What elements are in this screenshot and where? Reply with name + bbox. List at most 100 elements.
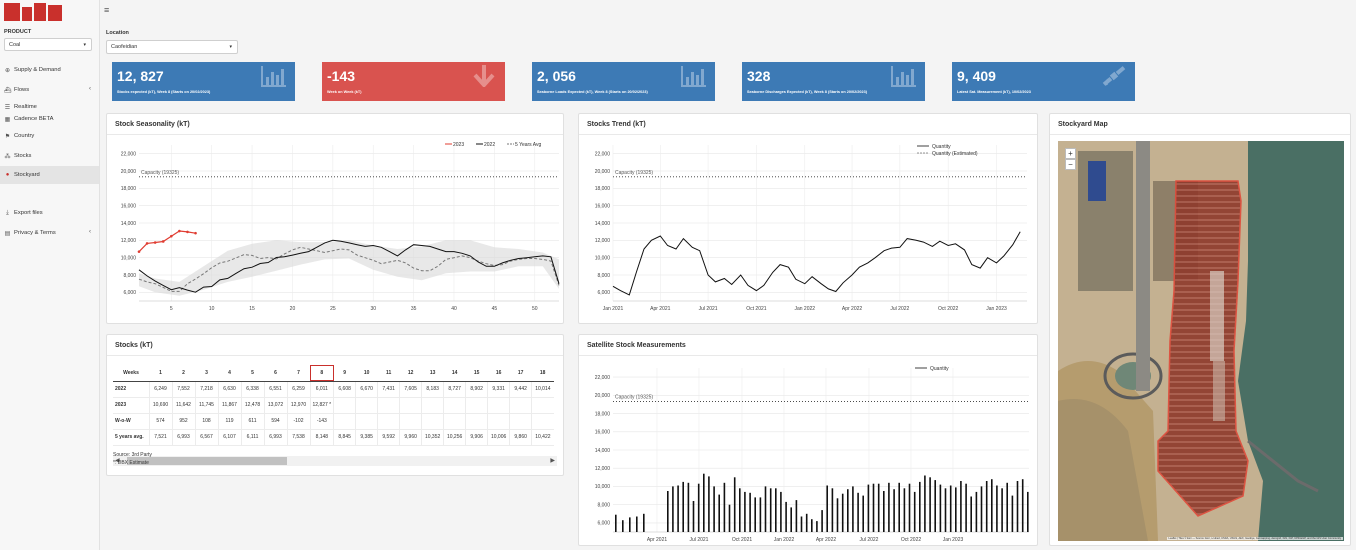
satellite-bar [672, 486, 674, 532]
series-2023-point [161, 240, 165, 243]
scroll-thumb[interactable] [127, 457, 287, 465]
week-column-header: 3 [195, 365, 218, 382]
nav-stockyard[interactable]: ● Stockyard [0, 166, 99, 184]
satellite-bar [795, 500, 798, 532]
table-cell [377, 413, 400, 430]
nav-label: Export files [14, 210, 43, 216]
satellite-bar [622, 520, 624, 532]
bar-chart-icon [261, 66, 286, 87]
nav-export-files[interactable]: ⤓ Export files [0, 204, 99, 222]
nav-realtime[interactable]: ☰ Realtime [0, 98, 99, 116]
satellite-bar [867, 484, 870, 532]
table-cell: 10,014 [531, 381, 554, 398]
kpi-value: 328 [747, 68, 771, 84]
satellite-bar [883, 491, 885, 532]
satellite-bar [924, 475, 926, 532]
stocks-table: Weeks 1 2 3 4 5 6 7 8 9 10 11 12 13 14 15 16 17 18 2022 6,2… [113, 365, 554, 446]
table-cell: 8,148 [309, 429, 334, 446]
satellite-bar [687, 482, 690, 532]
satellite-bar [733, 477, 736, 532]
kpi-value: 2, 056 [537, 68, 576, 84]
y-tick-label: 6,000 [597, 521, 610, 527]
table-cell [465, 397, 488, 414]
table-cell [333, 397, 356, 414]
location-select[interactable]: Caofeidian ▾ [106, 40, 238, 54]
x-tick-label: Apr 2021 [650, 306, 671, 312]
zoom-in-button[interactable]: + [1065, 148, 1076, 159]
table-cell: 12,970 [286, 397, 310, 414]
kpi-subtitle: Stocks expected (kT), Week 8 (Starts on … [117, 90, 211, 94]
download-icon: ⤓ [6, 209, 9, 216]
x-tick-label: 35 [411, 306, 417, 312]
x-tick-label: 5 [170, 306, 173, 312]
seasonality-chart: 6,000 8,000 10,000 12,000 14,000 16,000 18,000… [121, 142, 560, 312]
table-cell: 952 [171, 413, 195, 430]
table-cell: 10,422 [531, 429, 554, 446]
table-cell: 6,551 [263, 381, 287, 398]
nav-cadence[interactable]: ▦ Cadence BETA [0, 110, 99, 128]
bar-chart-icon [891, 66, 916, 87]
series-2023-point [137, 250, 141, 253]
nav-stocks[interactable]: ⁂ Stocks [0, 147, 99, 165]
x-tick-label: Apr 2022 [842, 306, 863, 312]
nav-country[interactable]: ⚑ Country [0, 127, 99, 145]
table-cell [421, 413, 444, 430]
satellite-bar [643, 513, 645, 532]
y-tick-label: 10,000 [595, 484, 611, 490]
satellite-bar [697, 483, 700, 532]
x-tick-label: 10 [209, 306, 215, 312]
trend-panel: Stocks Trend (kT) 6,000 8,000 10,000 12,000… [578, 113, 1038, 324]
kpi-value: 12, 827 [117, 68, 164, 84]
satellite-bar [872, 483, 875, 532]
y-tick-label: 10,000 [121, 255, 137, 261]
table-cell: 9,385 [355, 429, 378, 446]
nav-supply-demand[interactable]: ⊕ Supply & Demand [0, 61, 99, 79]
menu-toggle-icon[interactable]: ≡ [104, 5, 110, 15]
nav-privacy-terms[interactable]: ▤ Privacy & Terms ‹ [0, 224, 99, 242]
table-scrollbar[interactable]: ◀ ▶ [113, 456, 557, 466]
table-cell: 10,690 [148, 397, 172, 414]
satellite-bar [708, 476, 710, 532]
week-column-header: 8 [310, 365, 334, 382]
satellite-bar [744, 491, 746, 532]
table-cell [487, 397, 510, 414]
y-tick-label: 6,000 [123, 290, 136, 296]
satellite-bar [769, 488, 772, 532]
x-tick-label: 15 [249, 306, 255, 312]
week-column-header: 2 [172, 365, 195, 382]
satellite-bar [723, 482, 726, 532]
week-column-header: 12 [399, 365, 422, 382]
satellite-bar [903, 488, 906, 532]
kpi-value: 9, 409 [957, 68, 996, 84]
scroll-left-icon[interactable]: ◀ [115, 458, 120, 464]
kpi-subtitle: Seaborne Loads Expected (kT), Week 8 (St… [537, 90, 648, 94]
x-tick-label: Jan 2021 [603, 306, 624, 312]
week-column-header: 10 [355, 365, 378, 382]
table-cell: 6,670 [355, 381, 378, 398]
stockyard-map[interactable]: + − Leaflet | Tiles © Esri — Source: Esr… [1058, 141, 1344, 541]
table-row: W-o-W 574 952 108 119 611 594 -102 -143 [113, 413, 554, 430]
kpi-subtitle: Latest Sat. Measurement (kT), 10/02/2023 [957, 90, 1031, 94]
nav-flows[interactable]: ⛴ Flows ‹ [0, 81, 99, 99]
week-column-header: 4 [218, 365, 241, 382]
brand-logo[interactable] [4, 3, 62, 21]
table-cell: 9,906 [465, 429, 488, 446]
satellite-title: Satellite Stock Measurements [587, 342, 686, 349]
scroll-right-icon[interactable]: ▶ [550, 458, 555, 464]
kpi-seaborne-discharges: 328 Seaborne Discharges Expected (kT), W… [742, 62, 925, 101]
satellite-bar [1021, 479, 1024, 532]
week-column-header: 7 [287, 365, 310, 382]
satellite-bar [692, 501, 695, 532]
pin-icon: ● [5, 172, 10, 178]
zoom-out-button[interactable]: − [1065, 159, 1076, 170]
product-select[interactable]: Coal ▾ [4, 38, 92, 51]
chevron-down-icon: ▾ [83, 42, 86, 48]
source-note: Source: 3rd Party [113, 452, 152, 458]
satellite-bar [841, 493, 844, 532]
kpi-subtitle: Seaborne Discharges Expected (kT), Week … [747, 90, 868, 94]
satellite-bar [615, 514, 617, 532]
x-tick-label: Apr 2022 [816, 537, 837, 543]
y-tick-label: 10,000 [595, 255, 611, 261]
legend-label: Quantity (Estimated) [932, 151, 978, 157]
satellite-bar [996, 485, 998, 532]
